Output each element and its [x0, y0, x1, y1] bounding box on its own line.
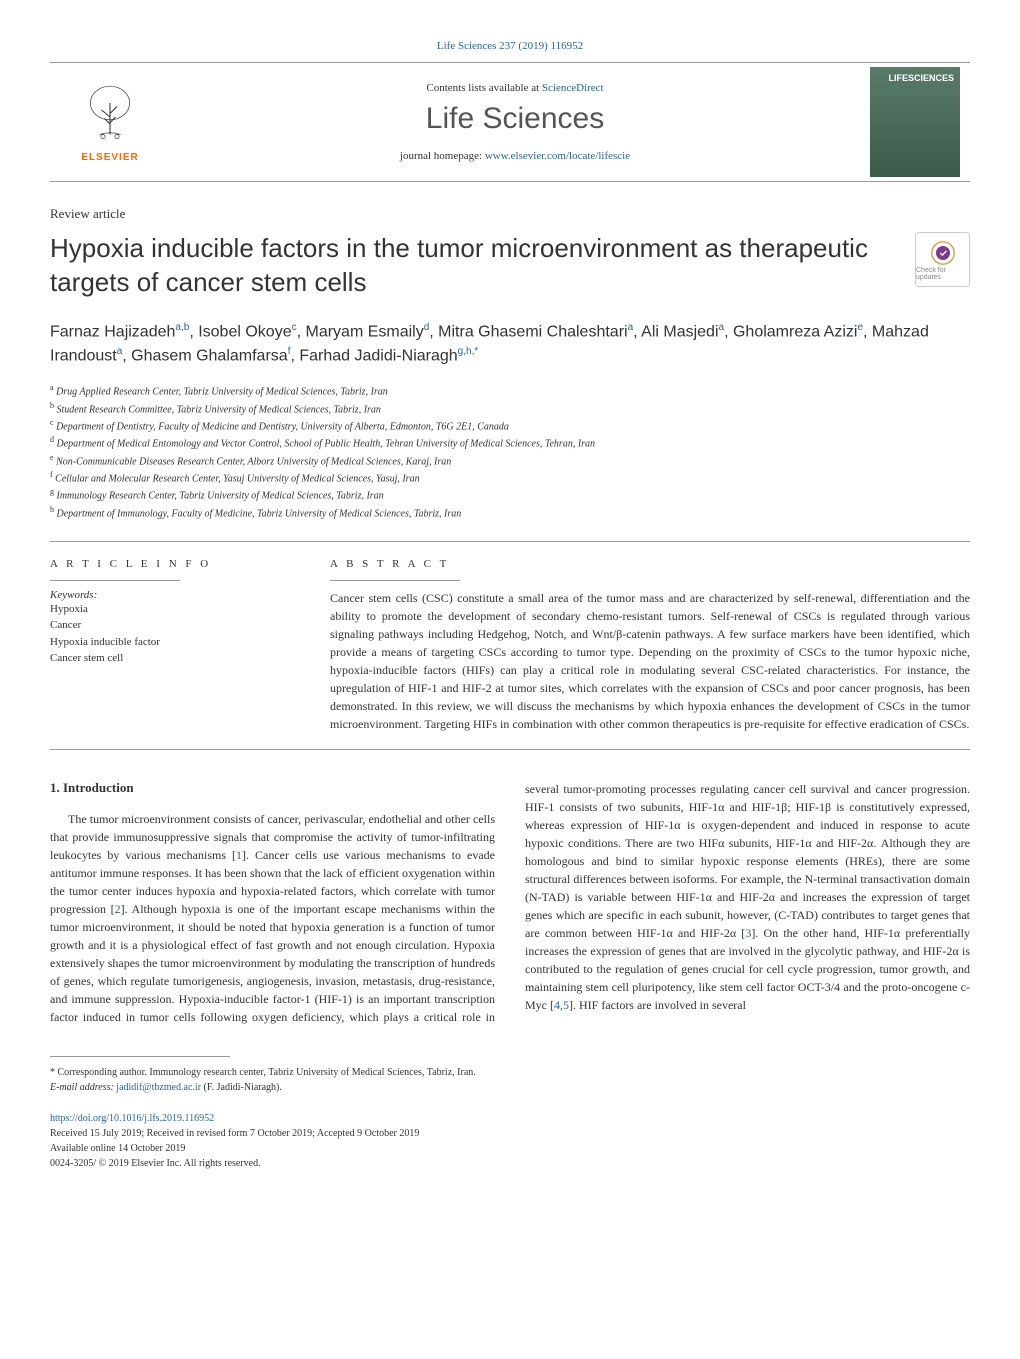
received-dates: Received 15 July 2019; Received in revis…: [50, 1126, 970, 1141]
doi-link[interactable]: https://doi.org/10.1016/j.lfs.2019.11695…: [50, 1113, 214, 1124]
journal-homepage: journal homepage: www.elsevier.com/locat…: [170, 150, 860, 162]
available-date: Available online 14 October 2019: [50, 1141, 970, 1156]
keywords-list: HypoxiaCancerHypoxia inducible factorCan…: [50, 601, 290, 667]
journal-name: Life Sciences: [170, 102, 860, 136]
article-info-column: A R T I C L E I N F O Keywords: HypoxiaC…: [50, 558, 290, 733]
footer-block: https://doi.org/10.1016/j.lfs.2019.11695…: [50, 1111, 970, 1171]
check-updates-badge[interactable]: Check for updates: [915, 232, 970, 287]
sciencedirect-link[interactable]: ScienceDirect: [542, 82, 604, 94]
copyright: 0024-3205/ © 2019 Elsevier Inc. All righ…: [50, 1156, 970, 1171]
corresponding-email[interactable]: jadidif@tbzmed.ac.ir: [116, 1082, 201, 1093]
article-info-heading: A R T I C L E I N F O: [50, 558, 290, 570]
article-type: Review article: [50, 206, 970, 222]
cover-brand-text: LIFESCIENCES: [888, 73, 954, 83]
journal-reference: Life Sciences 237 (2019) 116952: [50, 40, 970, 52]
journal-header: ELSEVIER Contents lists available at Sci…: [50, 62, 970, 182]
article-title: Hypoxia inducible factors in the tumor m…: [50, 232, 895, 300]
contents-list-text: Contents lists available at ScienceDirec…: [170, 82, 860, 94]
elsevier-text: ELSEVIER: [81, 152, 138, 163]
updates-icon: [929, 239, 957, 267]
abstract-column: A B S T R A C T Cancer stem cells (CSC) …: [330, 558, 970, 733]
authors-list: Farnaz Hajizadeha,b, Isobel Okoyec, Mary…: [50, 320, 970, 369]
section-1-heading: 1. Introduction: [50, 780, 495, 796]
corresponding-author: * Corresponding author. Immunology resea…: [50, 1065, 970, 1095]
abstract-heading: A B S T R A C T: [330, 558, 970, 570]
elsevier-tree-icon: [75, 82, 145, 152]
homepage-link[interactable]: www.elsevier.com/locate/lifescie: [485, 150, 630, 162]
journal-cover: LIFESCIENCES: [870, 67, 960, 177]
abstract-text: Cancer stem cells (CSC) constitute a sma…: [330, 589, 970, 733]
affiliations-list: a Drug Applied Research Center, Tabriz U…: [50, 382, 970, 521]
journal-ref-link[interactable]: Life Sciences 237 (2019) 116952: [437, 40, 583, 52]
intro-body: The tumor microenvironment consists of c…: [50, 780, 970, 1026]
keywords-label: Keywords:: [50, 589, 290, 601]
elsevier-logo: ELSEVIER: [60, 72, 160, 172]
